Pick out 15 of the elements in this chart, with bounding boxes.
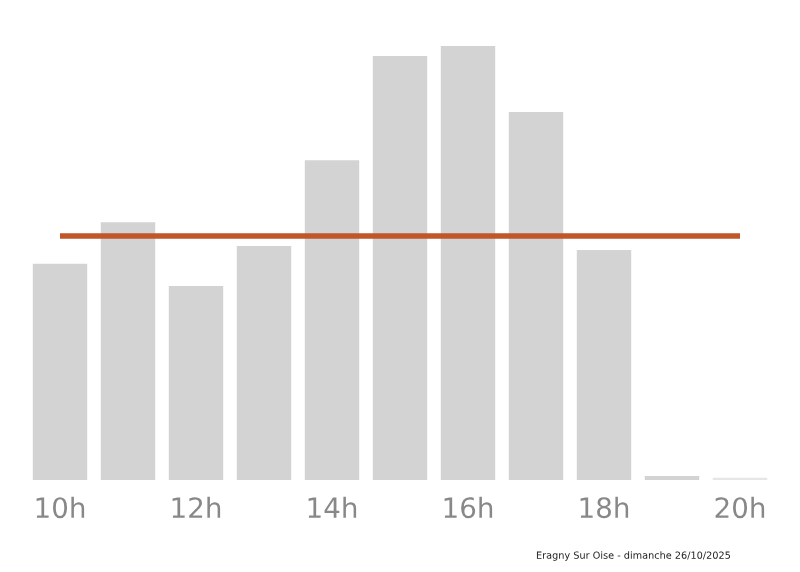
bar — [508, 111, 564, 480]
bar — [440, 46, 496, 480]
bar — [168, 286, 224, 480]
x-tick-label: 12h — [172, 496, 221, 518]
bar — [100, 222, 156, 480]
x-tick-label: 14h — [308, 496, 357, 518]
bar — [32, 263, 88, 480]
x-tick-label: 16h — [444, 496, 493, 519]
x-tick-label: 18h — [580, 496, 629, 519]
bar — [236, 246, 292, 480]
x-tick-label: 10h — [36, 496, 85, 519]
bar — [576, 249, 632, 480]
x-tick-label: 20h — [715, 496, 765, 519]
bar — [372, 55, 428, 480]
bar — [304, 160, 360, 480]
